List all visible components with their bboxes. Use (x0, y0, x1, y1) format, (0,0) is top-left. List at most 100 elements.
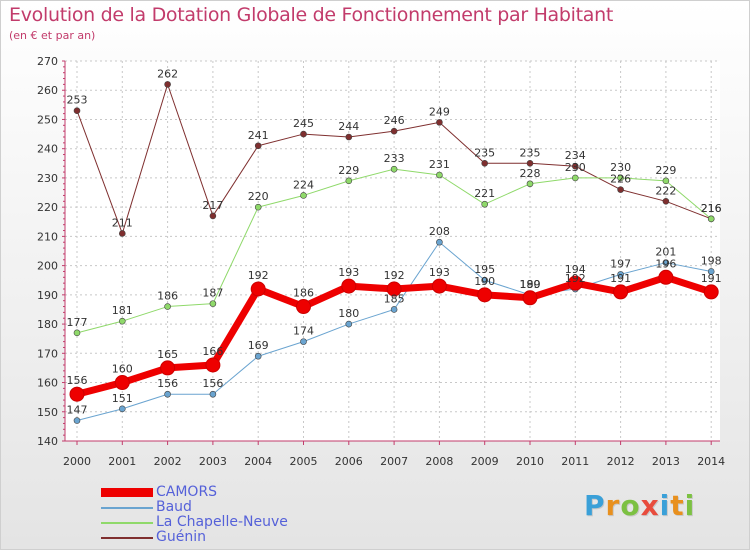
data-label-guenin: 226 (610, 173, 631, 186)
data-label-guenin: 253 (67, 94, 88, 107)
data-point-baud (345, 320, 353, 328)
y-tick-label: 270 (37, 55, 58, 68)
data-point-la-chapelle-neuve (436, 171, 443, 179)
data-label-baud: 169 (248, 339, 269, 352)
data-label-baud: 151 (112, 392, 133, 405)
series-group (69, 81, 719, 424)
data-label-guenin: 235 (474, 146, 495, 159)
x-tick-label: 2008 (425, 455, 453, 468)
data-point-camors (703, 284, 719, 300)
data-point-la-chapelle-neuve (164, 303, 171, 310)
data-label-la-chapelle-neuve: 231 (429, 158, 450, 171)
data-point-camors (69, 386, 85, 402)
data-point-camors (658, 269, 674, 285)
legend-label-guenin: Guénin (156, 529, 206, 545)
data-label-camors: 191 (610, 272, 631, 285)
data-label-guenin: 211 (112, 216, 133, 229)
x-tick-label: 2011 (561, 455, 589, 468)
data-label-guenin: 244 (338, 120, 359, 133)
data-point-guenin (526, 160, 534, 167)
data-label-camors: 193 (338, 266, 359, 279)
data-point-la-chapelle-neuve (300, 192, 307, 199)
data-point-guenin (390, 127, 398, 135)
data-label-la-chapelle-neuve: 228 (520, 167, 541, 180)
data-label-guenin: 249 (429, 105, 450, 118)
data-point-guenin (164, 81, 171, 88)
x-tick-label: 2009 (471, 455, 499, 468)
data-label-la-chapelle-neuve: 230 (610, 161, 631, 174)
legend-label-la-chapelle-neuve: La Chapelle-Neuve (156, 514, 288, 530)
data-label-la-chapelle-neuve: 177 (67, 316, 88, 329)
x-tick-label: 2002 (154, 455, 182, 468)
data-label-guenin: 234 (565, 149, 586, 162)
data-point-guenin (73, 107, 81, 114)
data-label-baud: 208 (429, 225, 450, 238)
data-label-la-chapelle-neuve: 181 (112, 304, 133, 317)
x-tick-label: 2010 (516, 455, 544, 468)
data-label-camors: 192 (384, 269, 405, 282)
data-label-camors: 156 (67, 374, 88, 387)
data-point-camors (160, 360, 176, 376)
data-label-guenin: 217 (202, 199, 223, 212)
data-label-guenin: 262 (157, 67, 178, 80)
data-point-guenin (345, 133, 353, 141)
x-tick-label: 2003 (199, 455, 227, 468)
data-point-la-chapelle-neuve (345, 177, 353, 185)
y-tick-label: 140 (37, 435, 58, 448)
data-point-baud (254, 352, 262, 360)
data-label-la-chapelle-neuve: 224 (293, 178, 314, 191)
y-tick-label: 170 (37, 347, 58, 360)
data-point-baud (209, 390, 217, 398)
data-point-guenin (571, 162, 579, 170)
data-label-baud: 201 (655, 246, 676, 259)
data-point-baud (617, 271, 624, 278)
data-point-camors (205, 357, 221, 373)
data-label-camors: 192 (248, 269, 269, 282)
data-label-la-chapelle-neuve: 233 (384, 152, 405, 165)
chart-title: Evolution de la Dotation Globale de Fonc… (9, 4, 614, 26)
data-label-baud: 156 (202, 377, 223, 390)
y-tick-label: 220 (37, 201, 58, 214)
data-point-la-chapelle-neuve (209, 300, 217, 307)
data-label-camors: 196 (655, 257, 676, 270)
logo-letter: P (584, 489, 606, 522)
axes: 140 150 160 170 180 190 200 210 220 230 240 250 260 2… (37, 55, 725, 468)
data-label-baud: 156 (157, 377, 178, 390)
logo-letter: i (684, 489, 696, 522)
data-label-guenin: 235 (520, 146, 541, 159)
y-tick-label: 210 (37, 230, 58, 243)
legend-swatch-guenin (101, 537, 153, 539)
logo-letter: x (640, 489, 660, 522)
data-label-guenin: 222 (655, 184, 676, 197)
proxiti-logo: Proxiti (584, 489, 695, 522)
y-tick-label: 150 (37, 406, 58, 419)
legend-label-baud: Baud (156, 499, 192, 515)
data-label-baud: 192 (565, 272, 586, 285)
data-point-la-chapelle-neuve (526, 180, 534, 188)
x-tick-label: 2006 (335, 455, 363, 468)
data-label-la-chapelle-neuve: 216 (701, 202, 722, 215)
data-point-la-chapelle-neuve (617, 174, 624, 182)
legend-swatch-camors (101, 488, 153, 497)
data-point-baud (390, 306, 398, 313)
data-point-guenin (436, 119, 443, 126)
data-label-camors: 160 (112, 363, 133, 376)
data-point-camors (296, 299, 311, 315)
data-label-la-chapelle-neuve: 229 (655, 164, 676, 177)
data-label-baud: 198 (701, 254, 722, 267)
data-point-la-chapelle-neuve (707, 215, 715, 223)
data-point-la-chapelle-neuve (662, 177, 670, 185)
data-label-camors: 166 (202, 345, 223, 358)
data-point-la-chapelle-neuve (119, 317, 126, 325)
y-tick-label: 200 (37, 260, 58, 273)
chart-subtitle: (en € et par an) (9, 29, 96, 42)
data-point-guenin (209, 212, 217, 220)
data-label-baud: 180 (338, 307, 359, 320)
data-label-baud: 197 (610, 257, 631, 270)
x-tick-label: 2013 (652, 455, 680, 468)
x-tick-label: 2004 (244, 455, 272, 468)
data-label-camors: 193 (429, 266, 450, 279)
data-point-baud (119, 405, 126, 413)
data-label-guenin: 216 (701, 202, 722, 215)
